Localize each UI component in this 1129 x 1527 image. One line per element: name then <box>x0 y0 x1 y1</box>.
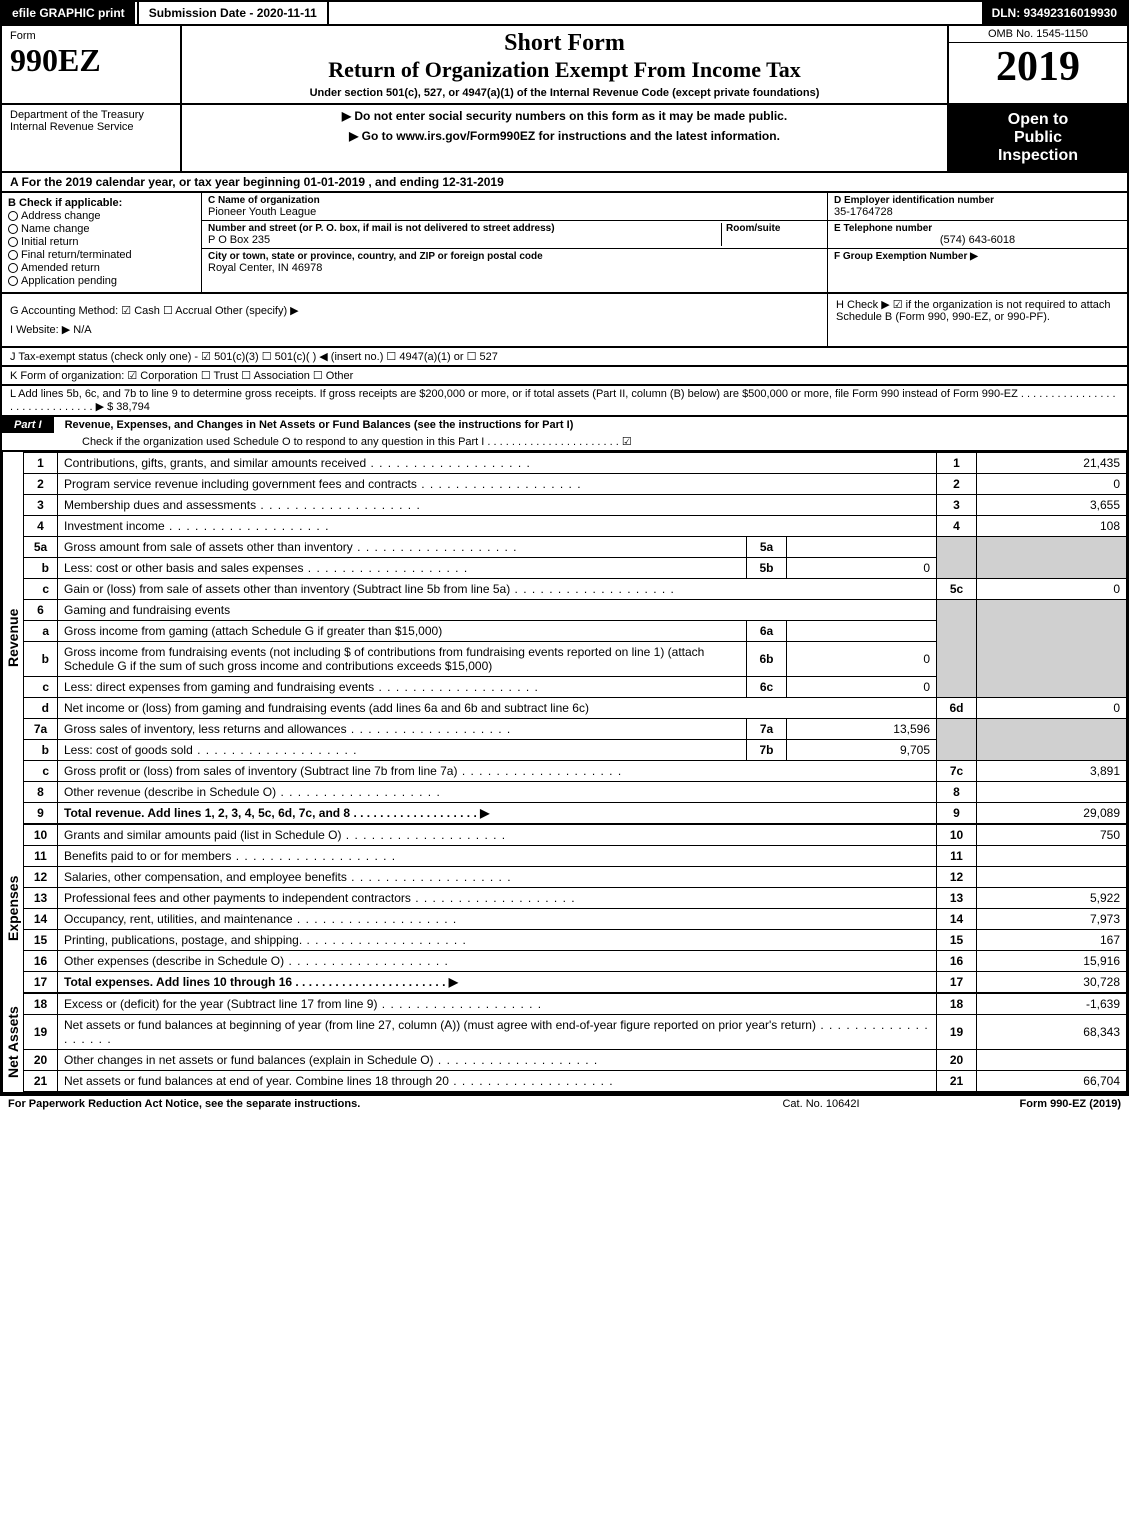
omb-number: OMB No. 1545-1150 <box>949 26 1127 43</box>
line-11: 11Benefits paid to or for members11 <box>24 846 1127 867</box>
line-9: 9Total revenue. Add lines 1, 2, 3, 4, 5c… <box>24 803 1127 824</box>
org-name-label: C Name of organization <box>208 195 821 206</box>
revenue-label: Revenue <box>2 452 23 824</box>
phone: (574) 643-6018 <box>834 234 1121 246</box>
line-5c: cGain or (loss) from sale of assets othe… <box>24 579 1127 600</box>
row-gh: G Accounting Method: ☑ Cash ☐ Accrual Ot… <box>0 294 1129 348</box>
part-1-badge: Part I <box>2 417 54 433</box>
revenue-section: Revenue 1Contributions, gifts, grants, a… <box>0 452 1129 824</box>
form-number: 990EZ <box>10 42 172 79</box>
line-15: 15Printing, publications, postage, and s… <box>24 930 1127 951</box>
city-label: City or town, state or province, country… <box>208 251 821 262</box>
chk-name-change[interactable]: Name change <box>8 223 195 235</box>
line-4: 4Investment income4108 <box>24 516 1127 537</box>
line-3: 3Membership dues and assessments33,655 <box>24 495 1127 516</box>
part-1-header: Part I Revenue, Expenses, and Changes in… <box>0 417 1129 452</box>
section-c: C Name of organization Pioneer Youth Lea… <box>202 193 827 292</box>
part-1-title: Revenue, Expenses, and Changes in Net As… <box>57 417 582 433</box>
ein-label: D Employer identification number <box>834 195 1121 206</box>
part-1-sub: Check if the organization used Schedule … <box>2 433 1127 450</box>
line-6d: dNet income or (loss) from gaming and fu… <box>24 698 1127 719</box>
dept-label: Department of the Treasury Internal Reve… <box>2 105 182 171</box>
chk-initial-return[interactable]: Initial return <box>8 236 195 248</box>
form-header: Form 990EZ Short Form Return of Organiza… <box>0 26 1129 105</box>
efile-print-button[interactable]: efile GRAPHIC print <box>2 2 137 24</box>
page-footer: For Paperwork Reduction Act Notice, see … <box>0 1094 1129 1112</box>
org-info-grid: B Check if applicable: Address change Na… <box>0 193 1129 294</box>
return-title: Return of Organization Exempt From Incom… <box>190 57 939 83</box>
line-2: 2Program service revenue including gover… <box>24 474 1127 495</box>
chk-final-return[interactable]: Final return/terminated <box>8 249 195 261</box>
expenses-label: Expenses <box>2 824 23 993</box>
short-form-title: Short Form <box>190 30 939 57</box>
room-label: Room/suite <box>726 223 821 234</box>
ein: 35-1764728 <box>834 206 1121 218</box>
line-a: A For the 2019 calendar year, or tax yea… <box>0 173 1129 193</box>
line-1: 1Contributions, gifts, grants, and simil… <box>24 453 1127 474</box>
line-16: 16Other expenses (describe in Schedule O… <box>24 951 1127 972</box>
street-label: Number and street (or P. O. box, if mail… <box>208 223 721 234</box>
dln-label: DLN: 93492316019930 <box>982 2 1127 24</box>
chk-application-pending[interactable]: Application pending <box>8 275 195 287</box>
tax-year: 2019 <box>949 43 1127 91</box>
line-21: 21Net assets or fund balances at end of … <box>24 1071 1127 1092</box>
line-7c: cGross profit or (loss) from sales of in… <box>24 761 1127 782</box>
line-5a: 5aGross amount from sale of assets other… <box>24 537 1127 558</box>
line-6: 6Gaming and fundraising events <box>24 600 1127 621</box>
no-ssn-note: ▶ Do not enter social security numbers o… <box>190 109 939 123</box>
phone-label: E Telephone number <box>834 223 1121 234</box>
line-20: 20Other changes in net assets or fund ba… <box>24 1050 1127 1071</box>
line-13: 13Professional fees and other payments t… <box>24 888 1127 909</box>
netassets-section: Net Assets 18Excess or (deficit) for the… <box>0 993 1129 1094</box>
expenses-section: Expenses 10Grants and similar amounts pa… <box>0 824 1129 993</box>
section-def: D Employer identification number 35-1764… <box>827 193 1127 292</box>
chk-address-change[interactable]: Address change <box>8 210 195 222</box>
street: P O Box 235 <box>208 234 721 246</box>
open-public-badge: Open to Public Inspection <box>947 105 1127 171</box>
line-18: 18Excess or (deficit) for the year (Subt… <box>24 994 1127 1015</box>
row-k: K Form of organization: ☑ Corporation ☐ … <box>0 367 1129 386</box>
line-19: 19Net assets or fund balances at beginni… <box>24 1015 1127 1050</box>
expenses-table: 10Grants and similar amounts paid (list … <box>23 824 1127 993</box>
line-17: 17Total expenses. Add lines 10 through 1… <box>24 972 1127 993</box>
line-14: 14Occupancy, rent, utilities, and mainte… <box>24 909 1127 930</box>
website: I Website: ▶ N/A <box>10 323 819 336</box>
form-word: Form <box>10 30 172 42</box>
city: Royal Center, IN 46978 <box>208 262 821 274</box>
cat-number: Cat. No. 10642I <box>721 1098 921 1110</box>
group-exemption-label: F Group Exemption Number ▶ <box>834 251 1121 262</box>
netassets-table: 18Excess or (deficit) for the year (Subt… <box>23 993 1127 1092</box>
paperwork-notice: For Paperwork Reduction Act Notice, see … <box>8 1098 721 1110</box>
schedule-b-check: H Check ▶ ☑ if the organization is not r… <box>827 294 1127 346</box>
chk-amended-return[interactable]: Amended return <box>8 262 195 274</box>
org-name: Pioneer Youth League <box>208 206 821 218</box>
section-b: B Check if applicable: Address change Na… <box>2 193 202 292</box>
revenue-table: 1Contributions, gifts, grants, and simil… <box>23 452 1127 824</box>
under-section: Under section 501(c), 527, or 4947(a)(1)… <box>190 87 939 99</box>
section-b-title: B Check if applicable: <box>8 197 195 209</box>
netassets-label: Net Assets <box>2 993 23 1092</box>
goto-link[interactable]: ▶ Go to www.irs.gov/Form990EZ for instru… <box>349 129 780 143</box>
line-7a: 7aGross sales of inventory, less returns… <box>24 719 1127 740</box>
row-l: L Add lines 5b, 6c, and 7b to line 9 to … <box>0 386 1129 417</box>
line-10: 10Grants and similar amounts paid (list … <box>24 825 1127 846</box>
accounting-method: G Accounting Method: ☑ Cash ☐ Accrual Ot… <box>10 304 819 317</box>
line-8: 8Other revenue (describe in Schedule O)8 <box>24 782 1127 803</box>
form-header-2: Department of the Treasury Internal Reve… <box>0 105 1129 173</box>
top-bar: efile GRAPHIC print Submission Date - 20… <box>0 0 1129 26</box>
form-footer-label: Form 990-EZ (2019) <box>921 1098 1121 1110</box>
row-j: J Tax-exempt status (check only one) - ☑… <box>0 348 1129 367</box>
submission-date-button[interactable]: Submission Date - 2020-11-11 <box>137 2 329 24</box>
line-12: 12Salaries, other compensation, and empl… <box>24 867 1127 888</box>
